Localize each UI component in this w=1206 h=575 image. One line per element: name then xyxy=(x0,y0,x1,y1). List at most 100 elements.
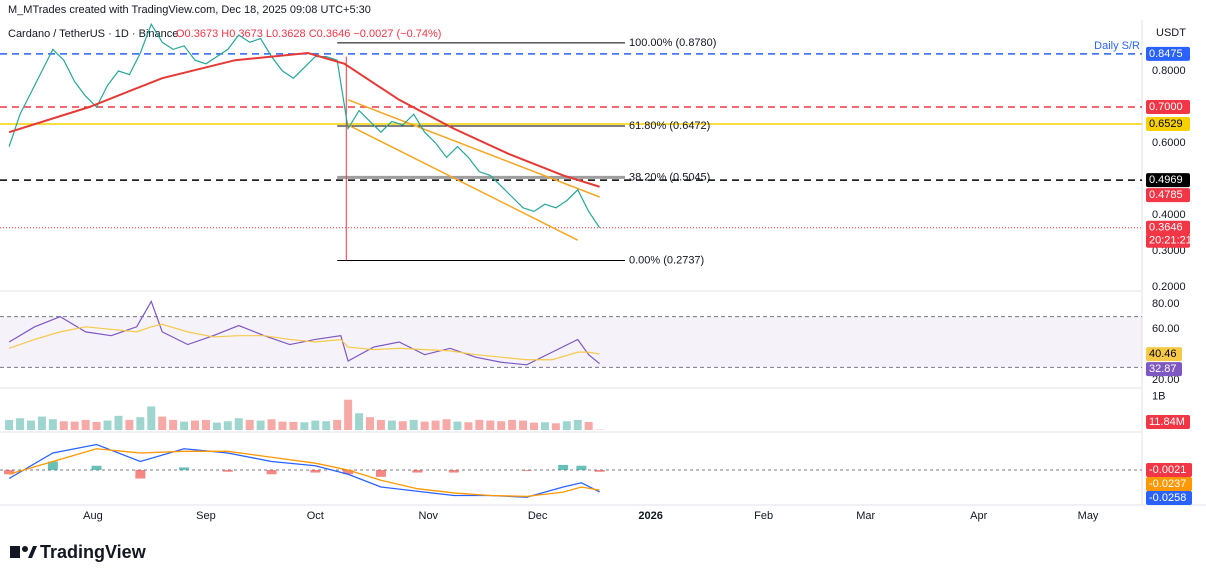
level-label-box xyxy=(1146,46,1190,61)
macd-label-box xyxy=(1146,463,1192,477)
x-tick-label: Oct xyxy=(307,510,324,522)
level-label-box xyxy=(1146,220,1190,235)
volume-bar xyxy=(344,399,353,430)
volume-bar xyxy=(278,421,287,430)
x-tick-label: Nov xyxy=(419,510,439,522)
volume-bar xyxy=(562,421,571,430)
volume-bar xyxy=(453,421,462,430)
volume-bar xyxy=(289,421,298,430)
macd-hist xyxy=(91,465,102,470)
volume-bar xyxy=(409,419,418,430)
volume-label-box xyxy=(1146,415,1190,429)
macd-hist xyxy=(47,461,58,470)
volume-bar xyxy=(311,420,320,430)
volume-bar xyxy=(322,421,331,430)
macd-hist xyxy=(594,470,605,472)
y-tick-label: 1B xyxy=(1152,390,1165,402)
volume-bar xyxy=(540,422,549,430)
volume-bar xyxy=(212,422,221,430)
level-label: 0.7000 xyxy=(1149,101,1183,113)
volume-bar xyxy=(114,415,123,430)
level-label: 0.6529 xyxy=(1149,118,1183,130)
volume-bar xyxy=(508,419,517,430)
trendline xyxy=(347,124,579,241)
volume-bar xyxy=(5,419,14,430)
level-label: 0.4785 xyxy=(1149,189,1183,201)
macd-hist xyxy=(343,470,354,475)
y-tick-label: 0.2000 xyxy=(1152,281,1186,293)
volume-bar xyxy=(158,416,167,430)
series-line xyxy=(8,300,600,366)
fib-label: 61.80% (0.6472) xyxy=(629,120,710,132)
macd-hist xyxy=(521,470,532,471)
volume-bar xyxy=(376,419,385,430)
volume-bar xyxy=(136,417,145,430)
volume-bar xyxy=(70,421,79,430)
rsi-label: 32.87 xyxy=(1149,363,1177,375)
volume-bar xyxy=(147,406,156,430)
x-tick-label: Dec xyxy=(528,510,548,522)
credit: M_MTrades created with TradingView.com, … xyxy=(8,4,371,16)
level-label-box xyxy=(1146,100,1190,114)
y-tick-label: 20.00 xyxy=(1152,374,1180,386)
level-label: 0.4969 xyxy=(1149,174,1183,186)
fib-label: 100.00% (0.8780) xyxy=(629,37,716,49)
macd-hist xyxy=(266,470,277,475)
macd-hist xyxy=(412,470,423,473)
macd-label: -0.0237 xyxy=(1149,478,1186,490)
symbol: Cardano / TetherUS · 1D · Binance xyxy=(8,28,178,40)
y-tick-label: 80.00 xyxy=(1152,298,1180,310)
volume-bar xyxy=(584,421,593,430)
macd-hist xyxy=(576,465,587,470)
level-label: 0.3646 xyxy=(1149,222,1183,234)
series-line xyxy=(8,323,600,361)
volume-bar xyxy=(442,419,451,430)
volume-label: 11.84M xyxy=(1149,416,1185,428)
volume-bar xyxy=(256,420,265,430)
volume-bar xyxy=(365,417,374,430)
volume-bar xyxy=(37,416,46,430)
volume-bar xyxy=(234,418,243,430)
macd-hist xyxy=(135,470,146,479)
volume-bar xyxy=(103,420,112,430)
volume-bar xyxy=(387,420,396,430)
volume-bar xyxy=(420,421,429,430)
series-line xyxy=(8,51,600,188)
macd-label-box xyxy=(1146,477,1192,491)
volume-bar xyxy=(300,422,309,430)
macd-hist xyxy=(558,464,569,470)
x-tick-label: Feb xyxy=(754,510,773,522)
macd-label: -0.0021 xyxy=(1149,464,1186,476)
volume-bar xyxy=(201,419,210,430)
volume-bar xyxy=(333,419,342,430)
y-tick-label: 60.00 xyxy=(1152,323,1180,335)
macd-hist xyxy=(375,470,386,477)
volume-bar xyxy=(497,421,506,430)
y-tick-label: 0.8000 xyxy=(1152,65,1186,77)
series-line xyxy=(8,22,601,229)
volume-bar xyxy=(486,420,495,430)
brand: TradingView xyxy=(40,542,147,562)
x-tick-label: Apr xyxy=(970,510,987,522)
macd-hist xyxy=(310,470,321,473)
level-label-box xyxy=(1146,116,1190,131)
currency: USDT xyxy=(1156,27,1186,39)
macd-hist xyxy=(179,467,190,470)
volume-bar xyxy=(81,419,90,430)
volume-bar xyxy=(92,421,101,430)
macd-hist xyxy=(4,470,15,475)
volume-bar xyxy=(245,419,254,430)
ohlc: O0.3673 H0.3673 L0.3628 C0.3646 −0.0027 … xyxy=(176,28,441,40)
volume-bar xyxy=(431,420,440,430)
x-tick-label: 2026 xyxy=(638,510,662,522)
y-tick-label: 0.3000 xyxy=(1152,245,1186,257)
y-tick-label: 0.4000 xyxy=(1152,209,1186,221)
series-line xyxy=(8,448,600,498)
volume-bar xyxy=(48,419,57,430)
fib-label: 38.20% (0.5045) xyxy=(629,171,710,183)
volume-bar xyxy=(180,421,189,430)
volume-bar xyxy=(519,420,528,430)
volume-bar xyxy=(530,422,539,430)
x-tick-label: Aug xyxy=(83,510,103,522)
